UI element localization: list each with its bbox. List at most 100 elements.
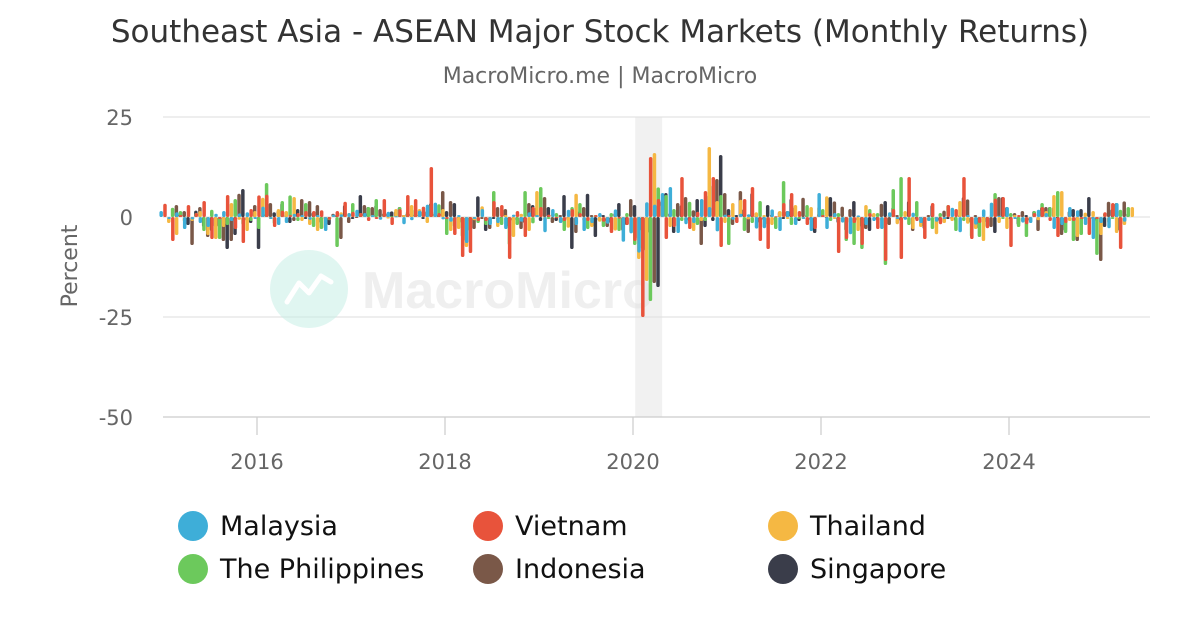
bar-vietnam: [852, 217, 857, 223]
bar-indonesia: [628, 199, 633, 217]
bar-the-philippines: [703, 217, 707, 221]
bar-indonesia: [307, 201, 312, 217]
bar-malaysia: [1036, 209, 1041, 217]
bar-thailand: [253, 211, 257, 217]
bar-thailand: [284, 211, 289, 217]
chart-title: Southeast Asia - ASEAN Major Stock Marke…: [110, 14, 1090, 50]
bar-malaysia: [1107, 217, 1111, 229]
bar-thailand: [652, 153, 657, 217]
bar-thailand: [770, 217, 774, 225]
bar-vietnam: [977, 217, 982, 223]
bar-malaysia: [347, 213, 351, 217]
legend-item-malaysia[interactable]: Malaysia: [178, 506, 338, 546]
bar-thailand: [864, 205, 868, 217]
bar-malaysia: [746, 214, 751, 217]
bar-thailand: [174, 217, 179, 235]
bar-vietnam: [1056, 217, 1060, 237]
bar-the-philippines: [1126, 207, 1130, 217]
bar-thailand: [1067, 217, 1072, 221]
bar-indonesia: [448, 201, 453, 217]
bar-vietnam: [539, 207, 543, 217]
bar-thailand: [754, 212, 759, 217]
bar-singapore: [546, 207, 551, 217]
bar-vietnam: [1079, 217, 1084, 219]
bar-malaysia: [480, 209, 485, 217]
bar-thailand: [715, 201, 719, 217]
bar-malaysia: [574, 217, 579, 225]
bar-vietnam: [1048, 217, 1052, 221]
bar-the-philippines: [962, 217, 966, 221]
bar-malaysia: [449, 217, 453, 222]
legend-item-singapore[interactable]: Singapore: [768, 549, 946, 589]
bar-vietnam: [719, 217, 723, 247]
bar-vietnam: [445, 217, 449, 219]
bar-vietnam: [210, 217, 214, 239]
bar-the-philippines: [374, 199, 378, 217]
bar-thailand: [738, 199, 743, 217]
legend-item-vietnam[interactable]: Vietnam: [473, 506, 628, 546]
bar-malaysia: [1013, 217, 1017, 219]
bar-vietnam: [319, 210, 324, 217]
chart-subtitle: MacroMicro.me | MacroMicro: [442, 64, 758, 89]
bar-thailand: [245, 217, 249, 231]
bar-vietnam: [899, 217, 904, 259]
bar-indonesia: [229, 217, 233, 241]
bar-vietnam: [633, 217, 637, 241]
bar-malaysia: [997, 215, 1002, 217]
bar-thailand: [1091, 211, 1095, 217]
bar-malaysia: [1052, 217, 1056, 229]
bar-malaysia: [942, 217, 947, 219]
bar-singapore: [491, 217, 496, 219]
bar-vietnam: [805, 217, 810, 225]
bar-vietnam: [664, 217, 669, 239]
bar-the-philippines: [954, 217, 958, 231]
bar-singapore: [389, 211, 394, 217]
bar-vietnam: [398, 209, 402, 217]
bar-vietnam: [970, 217, 974, 239]
legend-item-the-philippines[interactable]: The Philippines: [178, 549, 424, 589]
bar-thailand: [707, 147, 712, 217]
legend-label: Indonesia: [515, 553, 646, 585]
bar-vietnam: [766, 217, 770, 249]
bar-vietnam: [476, 217, 481, 221]
bar-indonesia: [237, 193, 241, 217]
bar-vietnam: [750, 187, 755, 217]
bar-vietnam: [554, 217, 559, 219]
bar-vietnam: [930, 203, 935, 217]
bar-malaysia: [1060, 217, 1064, 225]
bar-malaysia: [535, 215, 539, 217]
bar-thailand: [441, 209, 445, 217]
bar-malaysia: [856, 215, 861, 217]
legend-item-thailand[interactable]: Thailand: [768, 506, 926, 546]
bar-singapore: [444, 211, 449, 217]
bar-the-philippines: [805, 205, 809, 217]
bar-the-philippines: [648, 217, 653, 301]
y-tick-label: -50: [99, 406, 133, 430]
bar-singapore: [288, 217, 292, 223]
legend-item-indonesia[interactable]: Indonesia: [473, 549, 646, 589]
bar-vietnam: [836, 217, 841, 253]
bar-malaysia: [511, 214, 516, 217]
bar-the-philippines: [672, 209, 676, 217]
bar-malaysia: [433, 202, 438, 217]
bar-vietnam: [609, 217, 614, 233]
bar-vietnam: [163, 203, 167, 217]
bar-the-philippines: [217, 217, 222, 239]
bar-the-philippines: [821, 209, 825, 217]
bar-singapore: [765, 205, 770, 217]
bar-malaysia: [543, 217, 547, 233]
bar-malaysia: [214, 213, 218, 217]
bar-vietnam: [883, 217, 888, 261]
bar-malaysia: [715, 217, 720, 232]
bar-thailand: [214, 217, 218, 239]
bar-vietnam: [1040, 207, 1045, 217]
bar-indonesia: [879, 203, 884, 217]
bar-singapore: [781, 217, 786, 219]
bar-indonesia: [495, 207, 500, 217]
legend-dot-icon: [768, 511, 798, 541]
bar-indonesia: [550, 217, 555, 223]
bar-vietnam: [1071, 217, 1076, 221]
bar-thailand: [950, 217, 954, 221]
bar-malaysia: [903, 217, 908, 220]
bar-the-philippines: [311, 217, 316, 227]
